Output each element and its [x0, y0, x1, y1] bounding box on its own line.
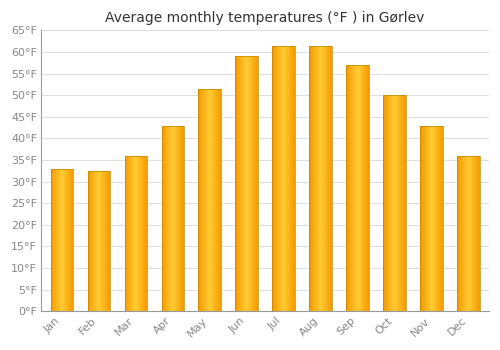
- Bar: [162, 126, 184, 311]
- Bar: [458, 156, 479, 311]
- Bar: [384, 95, 406, 311]
- Bar: [310, 46, 332, 311]
- Bar: [124, 156, 146, 311]
- Bar: [420, 126, 442, 311]
- Title: Average monthly temperatures (°F ) in Gørlev: Average monthly temperatures (°F ) in Gø…: [106, 11, 425, 25]
- Bar: [236, 56, 258, 311]
- Bar: [272, 46, 294, 311]
- Bar: [346, 65, 368, 311]
- Bar: [50, 169, 72, 311]
- Bar: [88, 171, 110, 311]
- Bar: [198, 89, 220, 311]
